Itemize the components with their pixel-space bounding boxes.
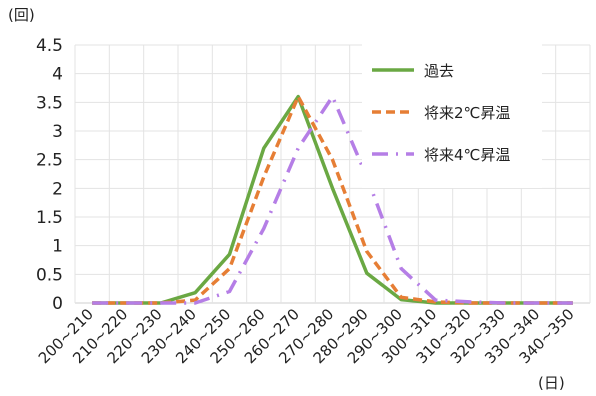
x-axis-ticks: 200~210210~220220~230230~240240~250250~2… [35,305,578,367]
series-line-2 [92,94,573,305]
y-tick-label: 1.5 [36,208,63,228]
y-tick-label: 3 [52,122,63,142]
legend-label-1: 過去 [424,62,454,80]
y-tick-label: 0 [52,294,63,314]
series-lines [92,94,573,305]
y-tick-label: 4.5 [36,36,63,56]
y-tick-label: 4 [52,65,63,85]
y-tick-label: 2.5 [36,151,63,171]
series-line-3 [92,94,573,305]
y-tick-label: 2 [52,179,63,199]
legend-label-3: 将来4℃昇温 [424,146,510,164]
y-tick-label: 0.5 [36,265,63,285]
legend-label-2: 将来2℃昇温 [424,104,510,122]
y-tick-label: 3.5 [36,93,63,113]
legend-background [362,40,542,188]
y-axis-ticks: 0 0.5 1 1.5 2 2.5 3 3.5 4 4.5 [36,36,63,314]
grid [74,44,591,304]
y-axis-unit-label: (回) [8,6,35,24]
y-tick-label: 1 [52,237,63,257]
x-axis-unit-label: (日) [538,374,565,392]
